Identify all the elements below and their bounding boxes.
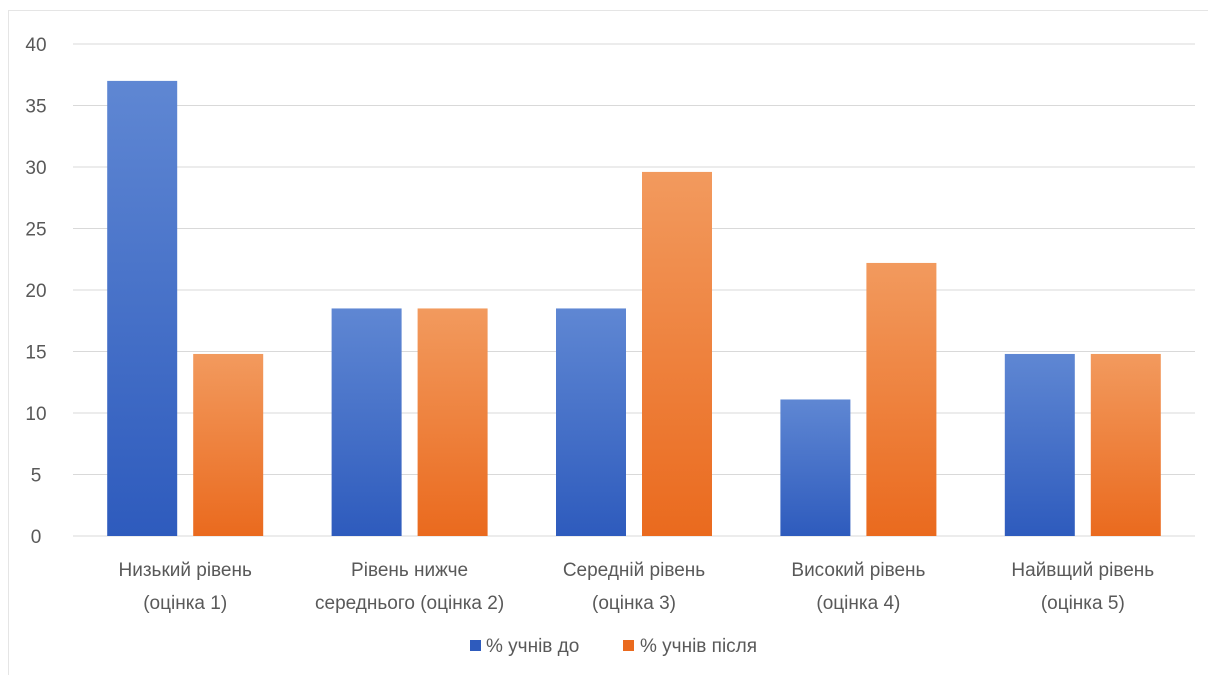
y-tick-label: 35 [25, 97, 46, 118]
y-tick-label: 30 [25, 158, 46, 179]
bar-after [417, 308, 488, 536]
bar-after [866, 262, 937, 536]
y-tick-label: 15 [25, 343, 46, 364]
x-category-label: (оцінка 5) [1041, 593, 1125, 614]
x-category-label: Рівень нижче [351, 560, 468, 581]
y-tick-label: 0 [31, 527, 42, 548]
x-category-label: Високий рівень [791, 560, 925, 581]
y-tick-label: 5 [31, 466, 42, 487]
x-category-label: Середній рівень [563, 560, 705, 581]
legend-swatch-before [470, 640, 481, 651]
legend-swatch-after [623, 640, 634, 651]
bar-before [1004, 353, 1075, 536]
x-category-label: Найвщий рівень [1011, 560, 1154, 581]
legend-label-before: % учнів до [486, 636, 579, 657]
bar-after [193, 353, 264, 536]
y-tick-label: 40 [25, 35, 46, 56]
x-category-label: середнього (оцінка 2) [315, 593, 504, 614]
bar-after [642, 171, 712, 537]
x-category-label: (оцінка 3) [592, 593, 676, 614]
legend-label-after: % учнів після [640, 636, 757, 657]
bar-before [556, 308, 626, 536]
bar-before [107, 80, 178, 537]
x-category-label: (оцінка 1) [143, 593, 227, 614]
y-tick-label: 10 [25, 404, 46, 425]
y-tick-label: 25 [25, 220, 46, 241]
bar-before [331, 308, 402, 536]
chart-frame [8, 10, 1208, 675]
x-category-label: (оцінка 4) [816, 593, 900, 614]
bar-before [780, 399, 851, 536]
legend: % учнів до % учнів після [470, 636, 757, 657]
x-category-label: Низький рівень [119, 560, 252, 581]
y-tick-label: 20 [25, 281, 46, 302]
bar-after [1090, 353, 1161, 536]
